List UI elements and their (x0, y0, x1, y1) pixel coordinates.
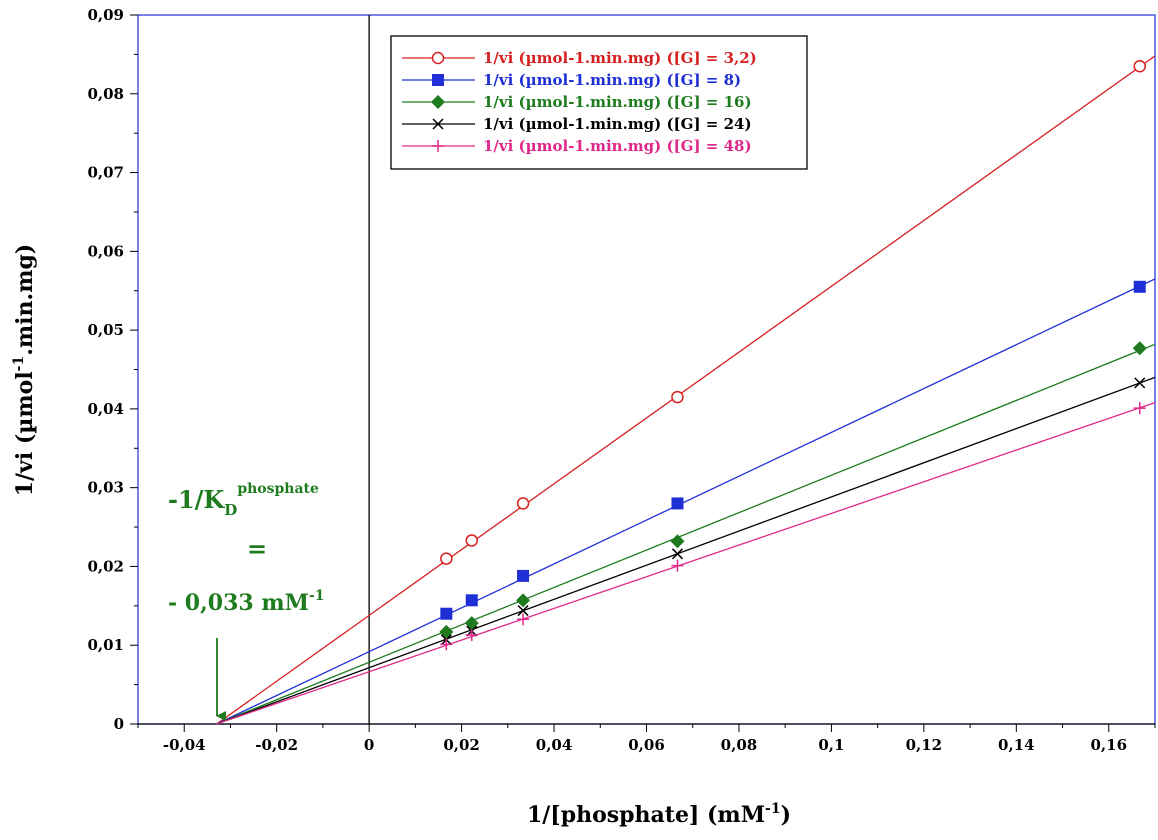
y-tick-label: 0,02 (87, 557, 124, 575)
legend-label-3: 1/vi (µmol-1.min.mg) ([G] = 24) (483, 115, 752, 133)
series-0-point (1133, 59, 1146, 73)
series-0-point (516, 497, 530, 510)
x-tick-label: 0,08 (721, 736, 758, 754)
series-4-fit-line (216, 401, 1156, 725)
legend-marker-3 (432, 118, 444, 130)
x-tick-label: 0,06 (628, 736, 665, 754)
series-2-point (516, 593, 531, 608)
series-1-point (440, 607, 453, 620)
y-tick-label: 0,01 (87, 636, 124, 654)
x-tick-label: 0,12 (906, 736, 943, 754)
legend-marker-2 (431, 95, 445, 109)
annotation-line1-main: -1/K (168, 485, 225, 514)
x-axis-title-sup: -1 (765, 801, 781, 817)
annotation-line3: - 0,033 mM-1 (168, 588, 325, 616)
series-3-point (1134, 377, 1146, 389)
x-axis-title: 1/[phosphate] (mM-1) (527, 801, 791, 828)
series-0-point (465, 534, 479, 547)
series-0-fit-line (216, 55, 1156, 725)
x-tick-label: 0 (364, 736, 374, 754)
series-3-point (671, 548, 684, 560)
y-tick-label: 0,05 (87, 321, 124, 339)
legend-label-2: 1/vi (µmol-1.min.mg) ([G] = 16) (483, 93, 752, 111)
series-1-point (1133, 280, 1146, 293)
annotation-line2: = (247, 534, 267, 563)
annotation-line3-sup: -1 (309, 588, 325, 604)
series-2-point (1132, 341, 1147, 356)
y-tick-label: 0,07 (87, 164, 124, 182)
y-axis-title-end: .min.mg) (12, 244, 38, 356)
series-1-point (465, 594, 478, 607)
x-tick-label: 0,1 (818, 736, 844, 754)
series-1-point (517, 569, 530, 582)
series-0-point (440, 552, 453, 565)
x-axis-title-main: 1/[phosphate] (mM (527, 802, 765, 828)
series-3-fit-line (216, 376, 1156, 725)
x-tick-label: -0,02 (255, 736, 298, 754)
x-tick-label: 0,16 (1090, 736, 1127, 754)
x-tick-label: -0,04 (163, 736, 206, 754)
series-3-point (517, 605, 529, 617)
series-0-point (671, 390, 684, 404)
y-tick-label: 0 (114, 715, 124, 733)
annotation-line1: -1/KDphosphate (168, 481, 319, 519)
x-axis-title-end: ) (781, 802, 791, 828)
legend-marker-1 (432, 74, 444, 86)
series-4-point (1133, 402, 1146, 415)
x-tick-label: 0,02 (443, 736, 480, 754)
kd-annotation: -1/KDphosphate = - 0,033 mM-1 (168, 481, 325, 721)
series-1-fit-line (216, 278, 1156, 725)
y-tick-label: 0,04 (87, 400, 124, 418)
legend-marker-0 (431, 51, 445, 65)
y-tick-label: 0,06 (87, 242, 124, 260)
legend-label-4: 1/vi (µmol-1.min.mg) ([G] = 48) (483, 137, 752, 155)
series-4-point (465, 628, 478, 641)
series-4-point (440, 638, 453, 651)
annotation-line1-sup: phosphate (237, 481, 319, 497)
y-axis-title-sup: -1 (11, 356, 27, 372)
annotation-line3-main: - 0,033 mM (168, 590, 309, 616)
x-tick-label: 0,14 (998, 736, 1035, 754)
legend-marker-4 (432, 140, 444, 152)
series-4-point (671, 559, 684, 572)
y-axis-title: 1/vi (µmol-1.min.mg) (11, 244, 38, 497)
y-axis-title-main: 1/vi (µmol (12, 371, 38, 496)
x-tick-label: 0,04 (536, 736, 573, 754)
series-2-point (670, 534, 685, 549)
legend-label-0: 1/vi (µmol-1.min.mg) ([G] = 3,2) (483, 49, 757, 67)
y-tick-label: 0,03 (87, 479, 124, 497)
series-1-point (671, 497, 684, 510)
annotation-line1-sub: D (224, 501, 237, 519)
legend: 1/vi (µmol-1.min.mg) ([G] = 3,2) 1/vi (µm… (390, 35, 808, 170)
y-tick-label: 0,08 (87, 85, 124, 103)
legend-label-1: 1/vi (µmol-1.min.mg) ([G] = 8) (483, 71, 741, 89)
series-2-fit-line (216, 343, 1156, 725)
series-4-point (517, 613, 530, 626)
y-tick-label: 0,09 (87, 6, 124, 24)
